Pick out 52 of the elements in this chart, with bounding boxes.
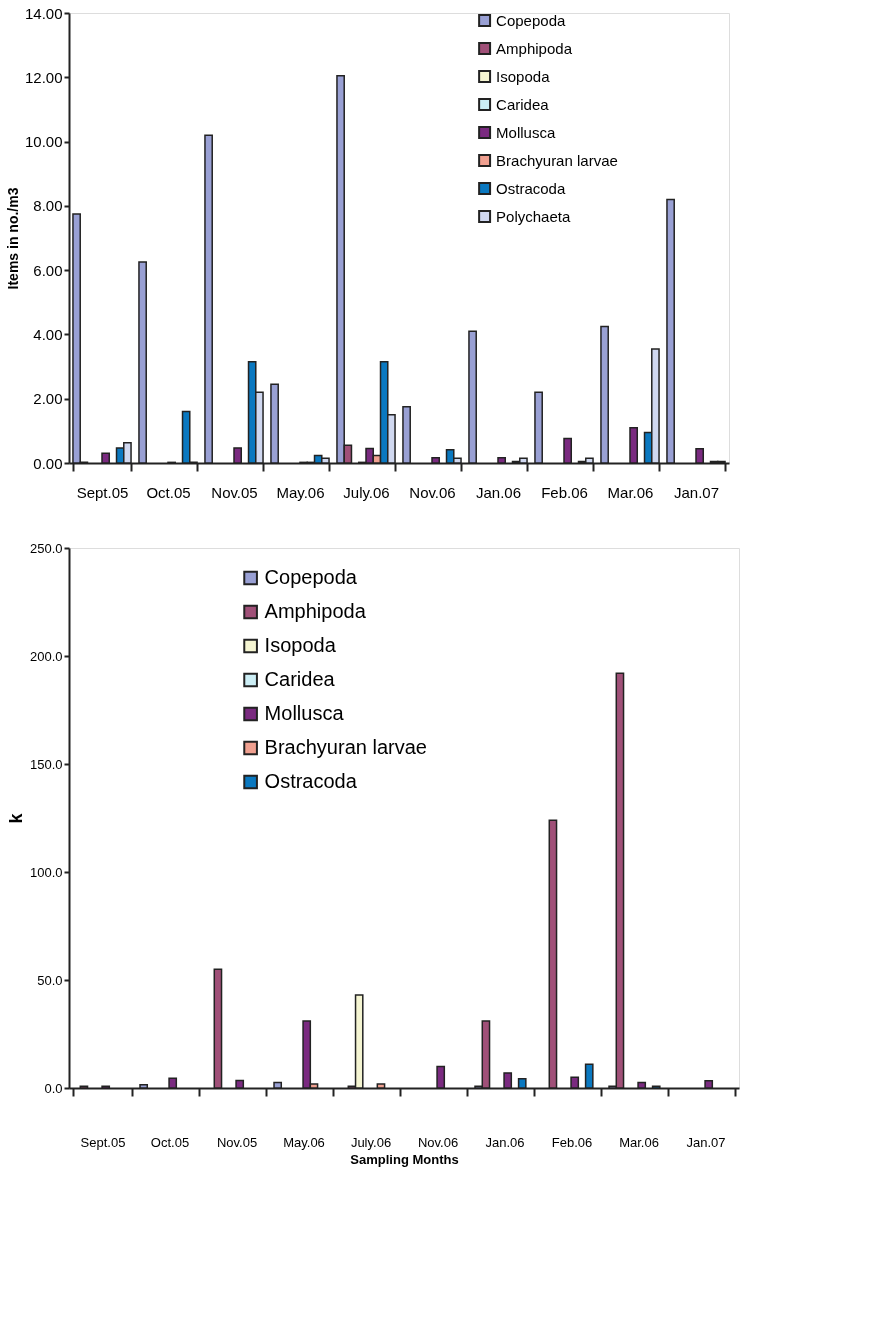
y-tick-label: 0.0: [44, 1080, 63, 1096]
x-tick-label: Jan.06: [475, 483, 522, 501]
legend-label: Copepoda: [496, 11, 566, 29]
x-tick-label: Nov.05: [211, 483, 258, 501]
x-tick-label: Nov.06: [417, 1134, 459, 1150]
y-tick-label: 200.0: [29, 648, 63, 664]
legend-label: Caridea: [264, 668, 336, 690]
y-tick-label: 4.00: [33, 325, 63, 343]
y-tick-label: 50.0: [37, 972, 63, 988]
legend-label: Copepoda: [264, 566, 358, 588]
y-tick-label: 2.00: [33, 390, 63, 408]
legend-label: Brachyuran larvae: [496, 151, 618, 169]
y-tick-label: 8.00: [33, 197, 63, 215]
legend-label: Mollusca: [264, 702, 345, 724]
y-tick-label: 0.00: [33, 454, 63, 472]
x-tick-label: Jan.07: [673, 483, 720, 501]
y-tick-label: 150.0: [29, 756, 63, 772]
x-tick-label: Oct.05: [150, 1134, 190, 1150]
y-axis-title: Items in no./m3: [4, 187, 21, 290]
x-tick-label: May.06: [276, 483, 325, 501]
legend-label: Isopoda: [264, 634, 337, 656]
x-tick-label: Oct.05: [146, 483, 191, 501]
y-tick-label: 12.00: [24, 68, 63, 86]
legend-label: Brachyuran larvae: [264, 736, 427, 758]
legend-label: Polychaeta: [496, 207, 571, 225]
y-tick-label: 10.00: [24, 133, 63, 151]
x-tick-label: Sept.05: [76, 483, 129, 501]
x-tick-label: Jan.06: [485, 1134, 525, 1150]
y-tick-label: 14.00: [24, 4, 63, 22]
x-tick-label: Mar.06: [607, 483, 654, 501]
y-axis-title: k: [5, 812, 26, 824]
x-axis-title: Sampling Months: [350, 1151, 459, 1167]
x-tick-label: Sept.05: [80, 1134, 126, 1150]
y-tick-label: 6.00: [33, 261, 63, 279]
x-tick-label: May.06: [283, 1134, 325, 1150]
x-tick-label: Jan.07: [686, 1134, 726, 1150]
x-tick-label: July.06: [350, 1134, 392, 1150]
x-tick-label: July.06: [343, 483, 390, 501]
legend-label: Amphipoda: [264, 600, 367, 622]
legend-label: Caridea: [496, 95, 550, 113]
x-tick-label: Mar.06: [619, 1134, 659, 1150]
legend-label: Ostracoda: [264, 770, 358, 792]
legend-label: Mollusca: [496, 123, 556, 141]
x-tick-label: Feb.06: [541, 483, 588, 501]
y-tick-label: 100.0: [29, 864, 63, 880]
y-tick-label: 250.0: [29, 540, 63, 556]
x-tick-label: Nov.06: [409, 483, 456, 501]
legend-label: Isopoda: [496, 67, 551, 85]
legend-label: Ostracoda: [496, 179, 566, 197]
legend-label: Amphipoda: [496, 39, 573, 57]
x-tick-label: Feb.06: [551, 1134, 593, 1150]
x-tick-label: Nov.05: [216, 1134, 258, 1150]
